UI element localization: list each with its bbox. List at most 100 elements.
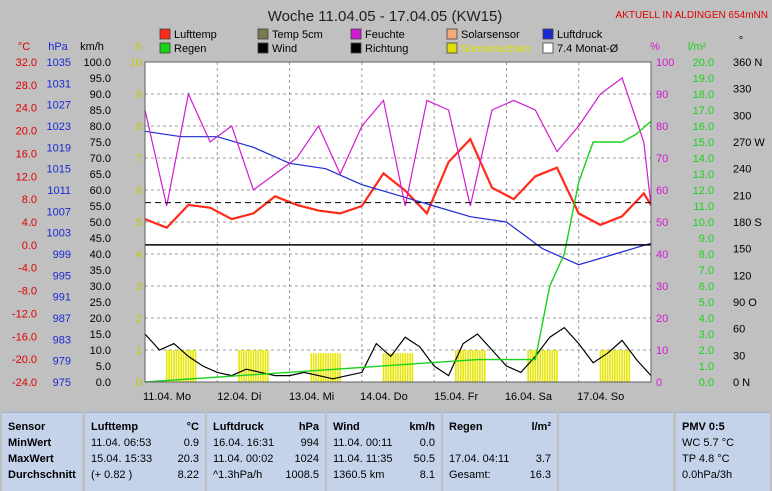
legend-label: Sonnenschein — [461, 43, 531, 55]
tick-humidity: 80 — [656, 121, 668, 133]
sunshine-bar — [402, 353, 404, 382]
tick-rain: 11.0 — [693, 201, 714, 213]
tick-temp: 24.0 — [16, 103, 37, 115]
axis-unit-temp: °C — [18, 41, 30, 53]
tick-direction: 0 N — [733, 377, 750, 389]
tick-rain: 19.0 — [693, 73, 714, 85]
sunshine-bar — [324, 353, 327, 382]
tick-humidity: 100 — [656, 57, 674, 69]
tick-sun: 0 — [136, 377, 142, 389]
tick-wind: 10.0 — [90, 345, 111, 357]
sunshine-bar — [476, 350, 479, 382]
tick-humidity: 0 — [656, 377, 662, 389]
sunshine-bar — [614, 350, 616, 382]
tick-wind: 50.0 — [90, 217, 111, 229]
tick-humidity: 50 — [656, 217, 668, 229]
tick-temp: 16.0 — [16, 148, 37, 160]
tick-rain: 13.0 — [693, 169, 714, 181]
sunshine-bar — [604, 350, 607, 382]
tick-rain: 1.0 — [699, 361, 714, 373]
sunshine-bar — [247, 350, 250, 382]
tick-sun: 3 — [136, 281, 142, 293]
legend-swatch — [159, 42, 171, 54]
tick-wind: 15.0 — [90, 329, 111, 341]
sunshine-bar — [165, 350, 168, 382]
sunshine-bar — [411, 353, 414, 382]
sunshine-bar — [481, 350, 484, 382]
sunshine-bar — [541, 350, 544, 382]
sensor-title: Sensor — [8, 421, 46, 433]
sunshine-bar — [332, 353, 334, 382]
tick-humidity: 70 — [656, 153, 668, 165]
tick-rain: 6.0 — [699, 281, 714, 293]
sunshine-bar — [327, 353, 329, 382]
sunshine-bar — [175, 350, 178, 382]
tick-pressure: 1015 — [47, 164, 71, 176]
tick-rain: 17.0 — [693, 105, 714, 117]
tick-direction: 30 — [733, 350, 745, 362]
sensor-row-min: MinWert — [8, 437, 52, 449]
sunshine-bar — [623, 350, 626, 382]
sunshine-bar — [469, 350, 472, 382]
legend-swatch — [350, 28, 362, 40]
chart-title: Woche 11.04.05 - 17.04.05 (KW15) — [268, 8, 503, 25]
luftdruck-unit: hPa — [298, 421, 319, 433]
tick-direction: 210 — [733, 190, 751, 202]
regen-unit: l/m² — [531, 421, 551, 433]
luftdruck-max-time: 11.04. 00:02 — [213, 453, 274, 465]
sunshine-bar — [599, 350, 602, 382]
legend-swatch — [257, 42, 269, 54]
tick-pressure: 991 — [53, 292, 71, 304]
sunshine-bar — [534, 350, 537, 382]
sunshine-bar — [529, 350, 532, 382]
regen-title: Regen — [449, 421, 483, 433]
luftdruck-avg-val: 1008.5 — [285, 469, 319, 481]
tick-humidity: 10 — [656, 345, 668, 357]
tick-pressure: 1031 — [47, 78, 71, 90]
sunshine-bar — [245, 350, 248, 382]
tick-pressure: 1035 — [47, 57, 71, 69]
legend-label: Regen — [174, 43, 206, 55]
lufttemp-max-time: 15.04. 15:33 — [91, 453, 153, 465]
pmv-pressure-trend: 0.0hPa/3h — [682, 469, 733, 481]
plot-frame — [144, 61, 652, 383]
tick-wind: 80.0 — [90, 121, 111, 133]
tick-rain: 9.0 — [699, 233, 714, 245]
tick-temp: -20.0 — [12, 354, 37, 366]
tick-wind: 25.0 — [90, 297, 111, 309]
tick-rain: 14.0 — [693, 153, 714, 165]
lufttemp-min-time: 11.04. 06:53 — [91, 437, 152, 449]
tick-direction: 180 S — [733, 217, 762, 229]
lufttemp-avg-val: 8.22 — [177, 469, 199, 481]
sunshine-bar — [474, 350, 476, 382]
sunshine-bar — [320, 353, 322, 382]
sunshine-bar — [406, 353, 409, 382]
tick-wind: 70.0 — [90, 153, 111, 165]
axis-unit-rain: l/m² — [688, 41, 707, 53]
lufttemp-unit: °C — [186, 421, 199, 433]
legend-swatch — [542, 42, 554, 54]
sunshine-bar — [459, 350, 462, 382]
sunshine-bar — [387, 353, 390, 382]
tick-direction: 150 — [733, 244, 751, 256]
sunshine-bar — [310, 353, 313, 382]
tick-direction: 360 N — [733, 57, 762, 69]
luftdruck-min-time: 16.04. 16:31 — [213, 437, 275, 449]
legend-swatch — [446, 28, 458, 40]
sunshine-bar — [243, 350, 245, 382]
sunshine-bar — [404, 353, 406, 382]
tick-direction: 120 — [733, 270, 751, 282]
axis-unit-pressure: hPa — [48, 41, 68, 53]
sunshine-bar — [177, 350, 180, 382]
sunshine-bar — [267, 350, 269, 382]
lufttemp-avg-note: (+ 0.82 ) — [91, 469, 133, 481]
wind-max-val: 50.5 — [413, 453, 435, 465]
tick-humidity: 40 — [656, 249, 668, 261]
legend-label: Richtung — [365, 43, 408, 55]
tick-direction: 60 — [733, 324, 745, 336]
regen-max-val: 3.7 — [535, 453, 551, 465]
legend-label: Temp 5cm — [272, 29, 323, 41]
sunshine-bar — [483, 350, 486, 382]
legend-label: Luftdruck — [557, 29, 603, 41]
tick-sun: 6 — [136, 185, 142, 197]
